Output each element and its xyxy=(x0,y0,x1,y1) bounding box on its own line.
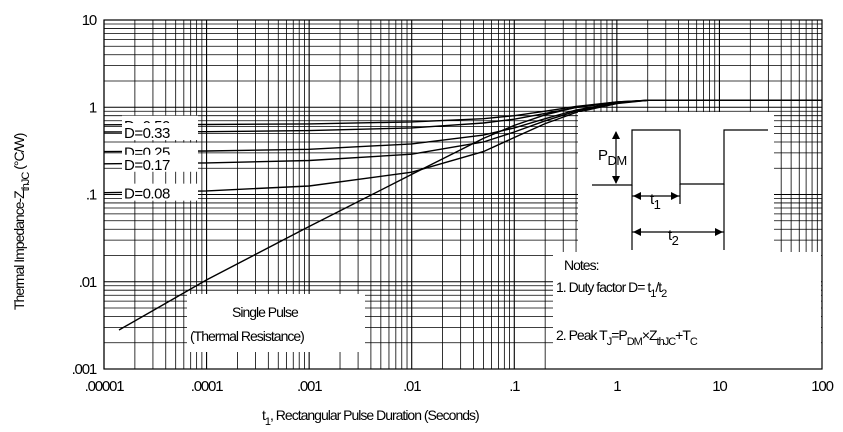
pulse-waveform xyxy=(592,129,768,186)
y-tick-label: .001 xyxy=(72,361,97,378)
single-pulse-label-2: (Thermal Resistance) xyxy=(190,328,304,344)
x-tick-label: 1 xyxy=(613,378,621,395)
y-tick-label: .01 xyxy=(79,274,97,291)
series-lines xyxy=(103,99,822,331)
duty-label-bg xyxy=(122,183,198,201)
y-tick-label: 1 xyxy=(89,99,97,116)
duty-label: D=0.33 xyxy=(124,125,170,142)
x-tick-label: .01 xyxy=(403,378,421,395)
x-tick-label: .1 xyxy=(509,378,520,395)
pulse-arrowheads xyxy=(612,131,723,236)
notes-line-1: 1. Duty factor D= t1/t2 xyxy=(556,279,667,300)
pdm-label: PDM xyxy=(598,147,627,168)
duty-label-bg xyxy=(122,154,198,172)
tick-labels: .00001 .0001 .001 .01 .1 1 10 100 .001 .01 .1 1 10 xyxy=(72,12,835,395)
x-tick-label: .0001 xyxy=(191,378,223,395)
y-tick-label: 10 xyxy=(82,12,97,29)
overlays: D=0.50D=0.33D=0.25D=0.17D=0.08 xyxy=(122,112,821,372)
duty-label: D=0.17 xyxy=(124,157,170,174)
x-tick-label: .00001 xyxy=(85,378,125,395)
pulse-diagram xyxy=(592,129,768,250)
x-tick-label: 100 xyxy=(811,378,833,395)
x-axis-title: t1, Rectangular Pulse Duration (Seconds) xyxy=(262,407,479,428)
notes-title: Notes: xyxy=(564,257,599,273)
x-tick-label: .001 xyxy=(297,378,322,395)
duty-label-bg xyxy=(122,123,198,141)
x-tick-label: 10 xyxy=(712,378,727,395)
single-pulse-label-box xyxy=(187,294,365,352)
notes-box xyxy=(553,252,821,372)
t1-label: t1 xyxy=(650,191,661,212)
pulse-diagram-box xyxy=(578,112,774,252)
single-pulse-label-1: Single Pulse xyxy=(232,304,299,320)
t2-label: t2 xyxy=(668,227,679,248)
y-tick-label: .1 xyxy=(86,187,97,204)
duty-label: D=0.08 xyxy=(124,186,170,203)
series-line-d-0-08 xyxy=(103,99,822,194)
series-line-single-pulse xyxy=(118,99,822,331)
plot-frame xyxy=(103,19,823,370)
